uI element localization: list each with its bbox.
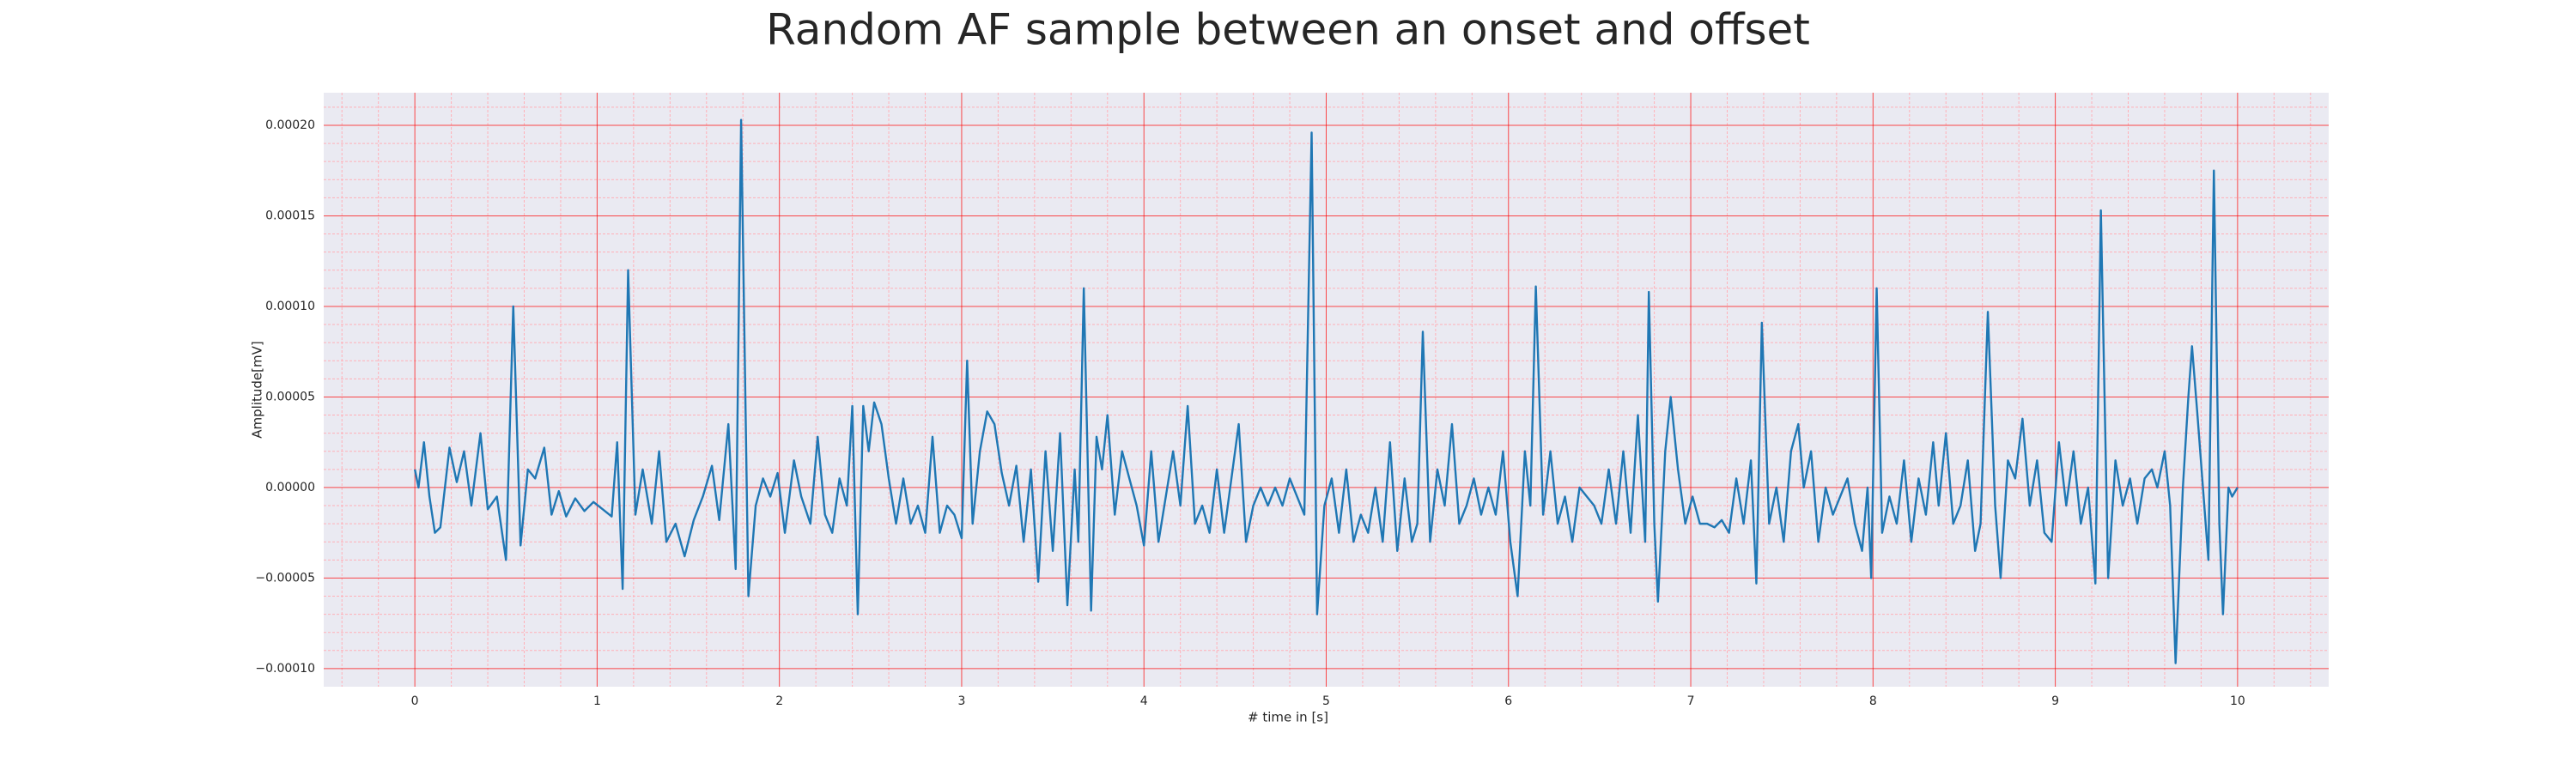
x-tick-label: 2 xyxy=(775,694,783,708)
x-tick-label: 8 xyxy=(1869,694,1877,708)
x-tick-label: 10 xyxy=(2230,694,2245,708)
x-tick-label: 7 xyxy=(1687,694,1695,708)
y-tick-label: −0.00005 xyxy=(255,571,315,585)
x-tick-label: 4 xyxy=(1140,694,1148,708)
x-tick-label: 5 xyxy=(1322,694,1330,708)
y-tick-label: 0.00000 xyxy=(265,481,315,494)
x-tick-label: 6 xyxy=(1504,694,1512,708)
y-tick-label: 0.00020 xyxy=(265,118,315,132)
x-tick-label: 1 xyxy=(593,694,601,708)
x-tick-label: 3 xyxy=(957,694,965,708)
y-tick-label: 0.00005 xyxy=(265,390,315,403)
chart-title: Random AF sample between an onset and of… xyxy=(766,5,1810,55)
signal-line xyxy=(413,118,2239,664)
y-tick-label: 0.00015 xyxy=(265,209,315,222)
y-tick-label: −0.00010 xyxy=(255,662,315,676)
x-tick-label: 0 xyxy=(411,694,419,708)
x-axis-label: # time in [s] xyxy=(1248,710,1328,725)
y-tick-label: 0.00010 xyxy=(265,300,315,313)
y-axis-label: Amplitude[mV] xyxy=(250,341,265,438)
x-tick-label: 9 xyxy=(2051,694,2059,708)
